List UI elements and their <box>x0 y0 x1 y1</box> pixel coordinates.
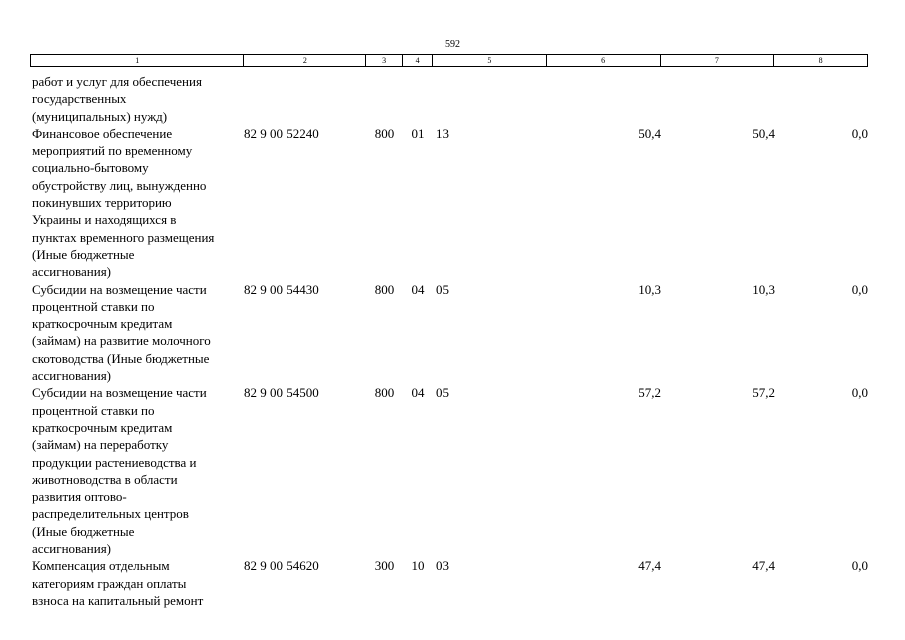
expense-name-line: категориям граждан оплаты <box>32 575 187 591</box>
expense-name-line: Субсидии на возмещение части <box>32 281 207 297</box>
budget-table: работ и услуг для обеспечения государстве… <box>30 73 868 609</box>
expense-name-line: (займам) на переработку <box>32 437 169 453</box>
expense-name-line: Компенсация отдельным <box>32 558 170 574</box>
expense-name-line: краткосрочным кредитам <box>32 316 173 332</box>
cell-subsection: 05 <box>436 385 449 401</box>
expense-name-line: мероприятий по временному <box>32 143 193 159</box>
cell-amount-col7: 57,2 <box>752 385 775 401</box>
expense-name-line: пунктах временного размещения <box>32 229 215 245</box>
cell-section: 01 <box>411 125 425 141</box>
expense-name-line: (Иные бюджетные <box>32 246 135 262</box>
expense-name-line: ассигнования) <box>32 264 112 280</box>
cell-expense-type <box>366 73 403 125</box>
cell-amount-col6: 57,2 <box>638 385 661 401</box>
expense-name-line: государственных <box>32 91 127 107</box>
cell-expense-name: Субсидии на возмещение части процентной с… <box>30 281 244 385</box>
expense-name-line: продукции растениеводства и <box>32 454 197 470</box>
cell-expense-type: 300 <box>374 558 395 574</box>
expense-name-line: обустройству лиц, вынужденно <box>32 177 207 193</box>
expense-name-line: Украины и находящихся в <box>32 212 177 228</box>
column-header-7: 7 <box>661 55 775 66</box>
cell-subsection: 13 <box>436 125 449 141</box>
cell-section: 04 <box>411 281 425 297</box>
expense-name-line: (муниципальных) нужд) <box>32 108 168 124</box>
cell-expense-name: Субсидии на возмещение части процентной с… <box>30 384 244 557</box>
cell-amount-col6: 47,4 <box>638 558 661 574</box>
cell-target-code: 82 9 00 54620 <box>244 558 319 574</box>
expense-name-line: ассигнования) <box>32 541 112 557</box>
table-row: Субсидии на возмещение части процентной с… <box>30 384 868 557</box>
expense-name-line: скотоводства (Иные бюджетные <box>32 350 210 366</box>
column-header-4: 4 <box>403 55 434 66</box>
cell-section: 10 <box>411 558 425 574</box>
page-number: 592 <box>445 39 460 50</box>
cell-expense-name: работ и услуг для обеспечения государстве… <box>30 73 244 125</box>
expense-name-line: (Иные бюджетные <box>32 523 135 539</box>
expense-name-line: (займам) на развитие молочного <box>32 333 211 349</box>
cell-amount-col8: 0,0 <box>851 558 868 574</box>
expense-name-line: распределительных центров <box>32 506 189 522</box>
cell-target-code: 82 9 00 52240 <box>244 125 319 141</box>
cell-amount-col8 <box>775 73 868 125</box>
table-body: работ и услуг для обеспечения государстве… <box>30 73 868 609</box>
cell-expense-type: 800 <box>374 125 395 141</box>
cell-expense-type: 800 <box>374 385 395 401</box>
cell-section: 04 <box>411 385 425 401</box>
cell-amount-col8: 0,0 <box>851 385 868 401</box>
cell-amount-col7: 50,4 <box>752 125 775 141</box>
cell-amount-col8: 0,0 <box>851 125 868 141</box>
expense-name-line: покинувших территорию <box>32 195 172 211</box>
cell-target-code <box>244 73 366 125</box>
expense-name-line: Субсидии на возмещение части <box>32 385 207 401</box>
expense-name-line: животноводства в области <box>32 471 178 487</box>
cell-amount-col7: 47,4 <box>752 558 775 574</box>
cell-section <box>403 73 433 125</box>
table-row: Субсидии на возмещение части процентной с… <box>30 281 868 385</box>
cell-subsection: 03 <box>436 558 449 574</box>
cell-amount-col6: 10,3 <box>638 281 661 297</box>
cell-amount-col8: 0,0 <box>851 281 868 297</box>
column-header-1: 1 <box>31 55 245 66</box>
cell-subsection: 05 <box>436 281 449 297</box>
cell-expense-type: 800 <box>374 281 395 297</box>
expense-name-line: процентной ставки по <box>32 298 155 314</box>
cell-amount-col6 <box>547 73 661 125</box>
expense-name-line: работ и услуг для обеспечения <box>32 74 202 89</box>
cell-expense-name: Компенсация отдельным категориям граждан … <box>30 557 244 609</box>
cell-amount-col7: 10,3 <box>752 281 775 297</box>
cell-target-code: 82 9 00 54430 <box>244 281 319 297</box>
column-header-2: 2 <box>244 55 367 66</box>
column-header-6: 6 <box>547 55 661 66</box>
expense-name-line: ассигнования) <box>32 368 112 384</box>
expense-name-line: социально-бытовому <box>32 160 149 176</box>
cell-amount-col6: 50,4 <box>638 125 661 141</box>
table-row: Финансовое обеспечение мероприятий по вре… <box>30 125 868 281</box>
cell-expense-name: Финансовое обеспечение мероприятий по вре… <box>30 125 244 281</box>
cell-amount-col7 <box>661 73 775 125</box>
expense-name-line: Финансовое обеспечение <box>32 125 173 141</box>
expense-name-line: краткосрочным кредитам <box>32 419 173 435</box>
table-row: работ и услуг для обеспечения государстве… <box>30 73 868 125</box>
column-number-header: 1 2 3 4 5 6 7 8 <box>30 54 868 67</box>
column-header-3: 3 <box>366 55 404 66</box>
expense-name-line: взноса на капитальный ремонт <box>32 592 204 608</box>
column-header-5: 5 <box>433 55 547 66</box>
expense-name-line: процентной ставки по <box>32 402 155 418</box>
expense-name-line: развития оптово- <box>32 489 127 505</box>
column-header-8: 8 <box>818 56 823 65</box>
cell-target-code: 82 9 00 54500 <box>244 385 319 401</box>
cell-subsection <box>433 73 547 125</box>
table-row: Компенсация отдельным категориям граждан … <box>30 557 868 609</box>
